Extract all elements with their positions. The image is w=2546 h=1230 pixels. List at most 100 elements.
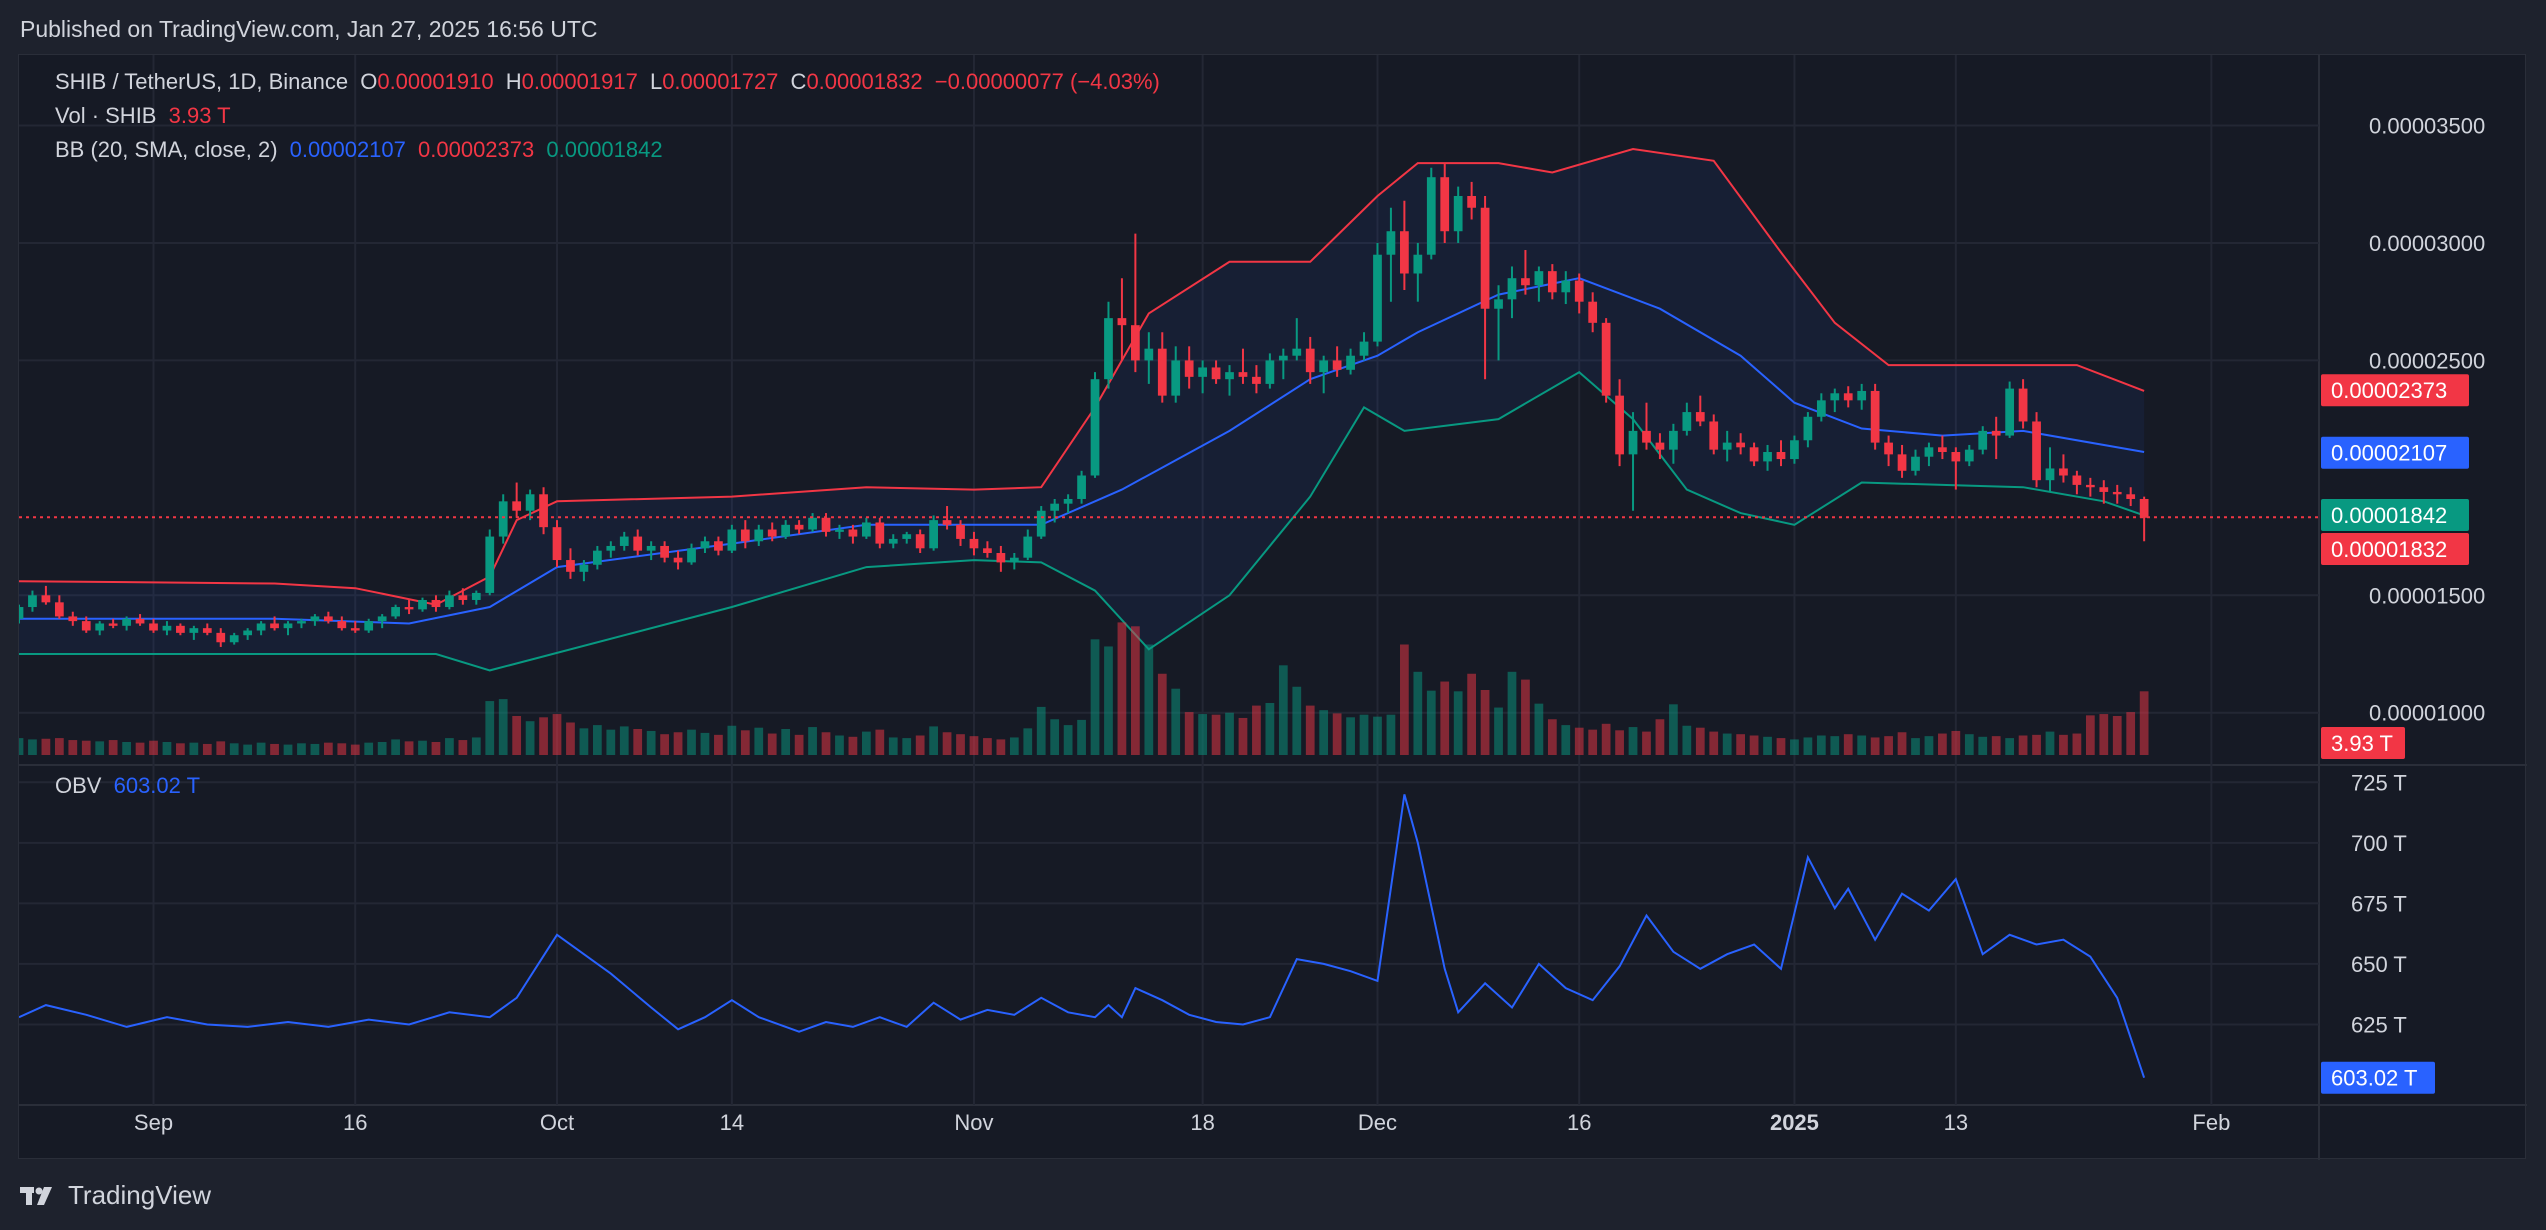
candle-body — [1467, 195, 1477, 208]
candle-body — [122, 618, 131, 626]
date-tick-label: 2025 — [1770, 1110, 1819, 1135]
volume-bar — [498, 699, 508, 755]
low-label: L — [649, 69, 663, 94]
volume-bar — [122, 742, 131, 755]
volume-bar — [1036, 706, 1046, 755]
candle-body — [377, 616, 387, 622]
bb-label: BB (20, SMA, close, 2) — [55, 137, 278, 162]
candle-body — [619, 536, 629, 546]
candle-body — [1803, 416, 1813, 441]
volume-bars — [19, 622, 2149, 755]
volume-bar — [1857, 735, 1867, 755]
volume-bar — [216, 741, 226, 755]
volume-bar — [1090, 639, 1100, 755]
volume-bar — [1843, 734, 1853, 755]
candle-body — [969, 538, 979, 549]
candle-body — [1561, 280, 1571, 293]
candle-body — [1857, 390, 1867, 401]
price-tick-label: 0.00002500 — [2369, 348, 2485, 373]
candle-body — [1843, 393, 1853, 401]
candle-body — [1830, 393, 1840, 401]
volume-bar — [2059, 734, 2068, 755]
candle-body — [1628, 430, 1638, 455]
volume-bar — [714, 734, 723, 755]
volume-bar — [68, 740, 78, 755]
volume-bar — [1332, 713, 1342, 755]
volume-bar — [1346, 717, 1355, 755]
volume-bar — [2018, 735, 2028, 755]
tradingview-logo[interactable]: TradingView — [20, 1180, 211, 1211]
candle-body — [2099, 487, 2109, 492]
legend-bb: BB (20, SMA, close, 2) 0.00002107 0.0000… — [55, 137, 669, 163]
candle-body — [1507, 278, 1517, 300]
candle-body — [1252, 376, 1261, 384]
high-value: 0.00001917 — [521, 69, 638, 94]
candle-body — [539, 494, 548, 528]
candle-body — [1157, 348, 1167, 396]
obv-series-line — [19, 794, 2146, 1079]
candle-body — [68, 616, 78, 622]
chart-svg[interactable]: Sep 16 Oct 14 Nov 18 Dec 16 2025 13 Feb 0.00003500 0… — [19, 55, 2527, 1160]
obv-tick-label: 675 T — [2351, 891, 2407, 916]
candle-body — [754, 529, 764, 542]
candle-body — [1346, 355, 1355, 370]
price-tag — [2321, 498, 2469, 531]
volume-bar — [1870, 737, 1880, 755]
price-tag-label: 0.00002107 — [2331, 441, 2447, 466]
volume-bar — [1897, 732, 1907, 755]
price-tag — [2321, 436, 2469, 469]
candle-body — [848, 529, 858, 537]
candle-body — [498, 501, 508, 537]
volume-bar — [1278, 665, 1288, 755]
chart-frame[interactable]: Sep 16 Oct 14 Nov 18 Dec 16 2025 13 Feb 0.00003500 0… — [18, 54, 2527, 1160]
volume-bar — [929, 726, 938, 755]
candle-body — [1722, 442, 1732, 450]
volume-bar — [1561, 725, 1571, 755]
volume-bar — [1749, 735, 1759, 755]
candle-body — [243, 630, 253, 636]
candle-body — [2005, 388, 2015, 436]
price-tag — [2321, 532, 2469, 565]
volume-bar — [471, 737, 481, 755]
date-tick-label: 18 — [1190, 1110, 1214, 1135]
volume-bar — [902, 738, 912, 755]
candle-body — [1225, 372, 1234, 380]
volume-bar — [646, 730, 656, 755]
volume-bar — [835, 735, 844, 755]
candle-body — [1951, 452, 1961, 462]
volume-bar — [1884, 736, 1893, 755]
volume-bar — [41, 738, 51, 755]
candle-body — [404, 607, 414, 610]
volume-bar — [1978, 736, 1988, 755]
candle-body — [660, 545, 669, 558]
obv-tick-label: 650 T — [2351, 952, 2407, 977]
volume-bar — [1198, 714, 1207, 755]
candle-body — [821, 517, 831, 532]
candle-body — [1198, 367, 1207, 377]
candle-body — [176, 625, 185, 633]
candle-body — [1426, 177, 1436, 255]
volume-bar — [1574, 727, 1584, 755]
candle-body — [1695, 412, 1705, 422]
volume-bar — [176, 743, 185, 755]
candle-body — [1453, 195, 1463, 232]
volume-bar — [1400, 644, 1409, 755]
volume-bar — [1709, 731, 1719, 755]
date-tick-label: Nov — [954, 1110, 993, 1135]
volume-bar — [525, 721, 535, 755]
volume-bar — [1951, 730, 1961, 755]
candle-body — [2032, 421, 2041, 481]
candle-body — [606, 545, 616, 551]
candle-body — [1816, 400, 1826, 417]
volume-bar — [592, 725, 602, 755]
volume-bar — [229, 743, 239, 755]
volume-bar — [1023, 728, 1033, 755]
volume-bar — [1238, 717, 1248, 755]
date-tick-label: 16 — [343, 1110, 367, 1135]
volume-bar — [754, 727, 764, 755]
candle-body — [687, 548, 696, 563]
obv-tick-label: 725 T — [2351, 770, 2407, 795]
candle-body — [323, 616, 333, 622]
candles — [19, 163, 2319, 647]
candle-body — [1373, 254, 1382, 342]
